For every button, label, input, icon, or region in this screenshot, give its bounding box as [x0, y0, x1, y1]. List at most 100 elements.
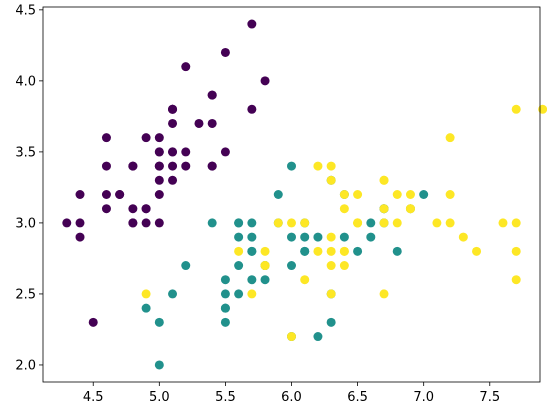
data-point-2-48 — [313, 161, 323, 171]
data-point-0-6 — [101, 161, 111, 171]
data-point-0-27 — [181, 147, 191, 157]
data-point-1-23 — [300, 246, 310, 256]
data-point-0-38 — [75, 218, 85, 228]
data-point-0-35 — [154, 190, 164, 199]
data-point-1-44 — [234, 261, 244, 271]
data-point-0-30 — [128, 204, 138, 214]
data-point-1-29 — [247, 275, 257, 285]
data-point-0-17 — [168, 147, 178, 157]
data-point-1-9 — [181, 261, 191, 271]
data-point-2-29 — [445, 218, 455, 228]
data-point-1-13 — [300, 232, 310, 242]
data-point-1-4 — [353, 246, 363, 256]
data-point-2-5 — [498, 218, 508, 228]
data-point-1-31 — [220, 303, 230, 313]
data-point-1-3 — [220, 317, 230, 327]
data-point-0-41 — [88, 317, 98, 327]
y-tick-label: 2.5 — [15, 287, 36, 302]
data-point-2-23 — [326, 261, 336, 271]
data-point-2-43 — [392, 190, 402, 199]
data-point-2-42 — [260, 261, 270, 271]
data-point-2-13 — [247, 289, 257, 299]
data-point-1-25 — [366, 218, 376, 228]
data-point-2-30 — [472, 246, 482, 256]
data-point-0-16 — [207, 90, 217, 100]
x-tick-label: 7.0 — [413, 390, 434, 405]
data-point-2-9 — [445, 133, 455, 143]
data-point-0-46 — [168, 104, 178, 114]
data-point-2-33 — [326, 246, 336, 256]
data-point-1-0 — [419, 190, 429, 199]
y-tick-label: 3.5 — [15, 145, 36, 160]
y-tick-label: 3.0 — [15, 216, 36, 231]
data-point-1-7 — [141, 303, 151, 313]
data-point-1-42 — [260, 275, 270, 285]
data-point-2-19 — [287, 332, 296, 342]
data-point-1-35 — [287, 161, 296, 171]
y-tick-label: 4.0 — [15, 74, 36, 89]
axes-layer: 4.5 5.0 5.5 6.0 6.5 7.0 7.5 2.0 2.5 3.0 3.5 4.0 4.5 — [15, 3, 541, 405]
data-point-1-48 — [168, 289, 178, 299]
data-point-0-1 — [141, 218, 151, 228]
data-point-1-47 — [313, 232, 323, 242]
data-point-2-21 — [234, 246, 244, 256]
data-point-1-34 — [207, 218, 217, 228]
data-point-2-49 — [273, 218, 283, 228]
data-point-1-38 — [234, 218, 244, 228]
x-tick-label: 7.5 — [479, 390, 500, 405]
x-tick-label: 6.5 — [347, 390, 368, 405]
data-point-1-37 — [326, 317, 336, 327]
data-point-0-45 — [128, 218, 138, 228]
data-point-2-37 — [339, 204, 349, 214]
data-point-0-22 — [101, 133, 111, 143]
x-tick-label: 4.5 — [83, 390, 104, 405]
data-point-2-36 — [326, 161, 336, 171]
data-point-2-15 — [339, 190, 349, 199]
data-point-1-33 — [287, 261, 296, 271]
data-point-2-8 — [379, 289, 389, 299]
data-point-1-19 — [234, 289, 244, 299]
data-point-0-37 — [141, 133, 151, 143]
data-point-0-47 — [101, 190, 111, 199]
data-point-1-10 — [154, 360, 164, 370]
data-point-0-21 — [168, 118, 178, 128]
data-point-0-18 — [247, 104, 257, 114]
data-point-0-39 — [168, 161, 178, 171]
data-point-2-25 — [445, 190, 455, 199]
data-point-1-14 — [234, 232, 244, 242]
data-point-0-8 — [75, 232, 85, 242]
data-point-0-26 — [154, 161, 164, 171]
data-point-1-18 — [313, 332, 323, 342]
data-point-0-49 — [154, 175, 164, 185]
data-point-2-44 — [379, 175, 389, 185]
data-point-2-6 — [141, 289, 151, 299]
data-point-0-15 — [247, 19, 257, 29]
data-point-2-14 — [260, 246, 270, 256]
data-point-0-10 — [207, 118, 217, 128]
x-tick-label: 5.0 — [149, 390, 170, 405]
data-point-2-22 — [511, 246, 521, 256]
data-point-1-28 — [287, 232, 296, 242]
x-tick-label: 5.5 — [215, 390, 236, 405]
data-point-2-7 — [458, 232, 468, 242]
y-tick-label: 2.0 — [15, 358, 36, 373]
data-point-2-10 — [353, 190, 363, 199]
y-tick-label: 4.5 — [15, 3, 36, 18]
data-point-0-31 — [207, 161, 217, 171]
data-point-0-14 — [260, 76, 270, 86]
data-point-2-46 — [326, 289, 336, 299]
data-point-2-17 — [511, 104, 521, 114]
data-point-1-45 — [247, 218, 257, 228]
data-point-0-29 — [115, 190, 125, 199]
data-point-2-35 — [511, 218, 521, 228]
x-tick-label: 6.0 — [281, 390, 302, 405]
data-point-0-4 — [154, 133, 164, 143]
data-point-1-49 — [247, 246, 257, 256]
data-point-2-34 — [300, 275, 310, 285]
data-point-2-40 — [379, 204, 389, 214]
data-point-1-46 — [247, 232, 257, 242]
data-point-2-31 — [538, 104, 547, 114]
data-point-1-26 — [392, 246, 402, 256]
data-point-2-26 — [313, 246, 323, 256]
